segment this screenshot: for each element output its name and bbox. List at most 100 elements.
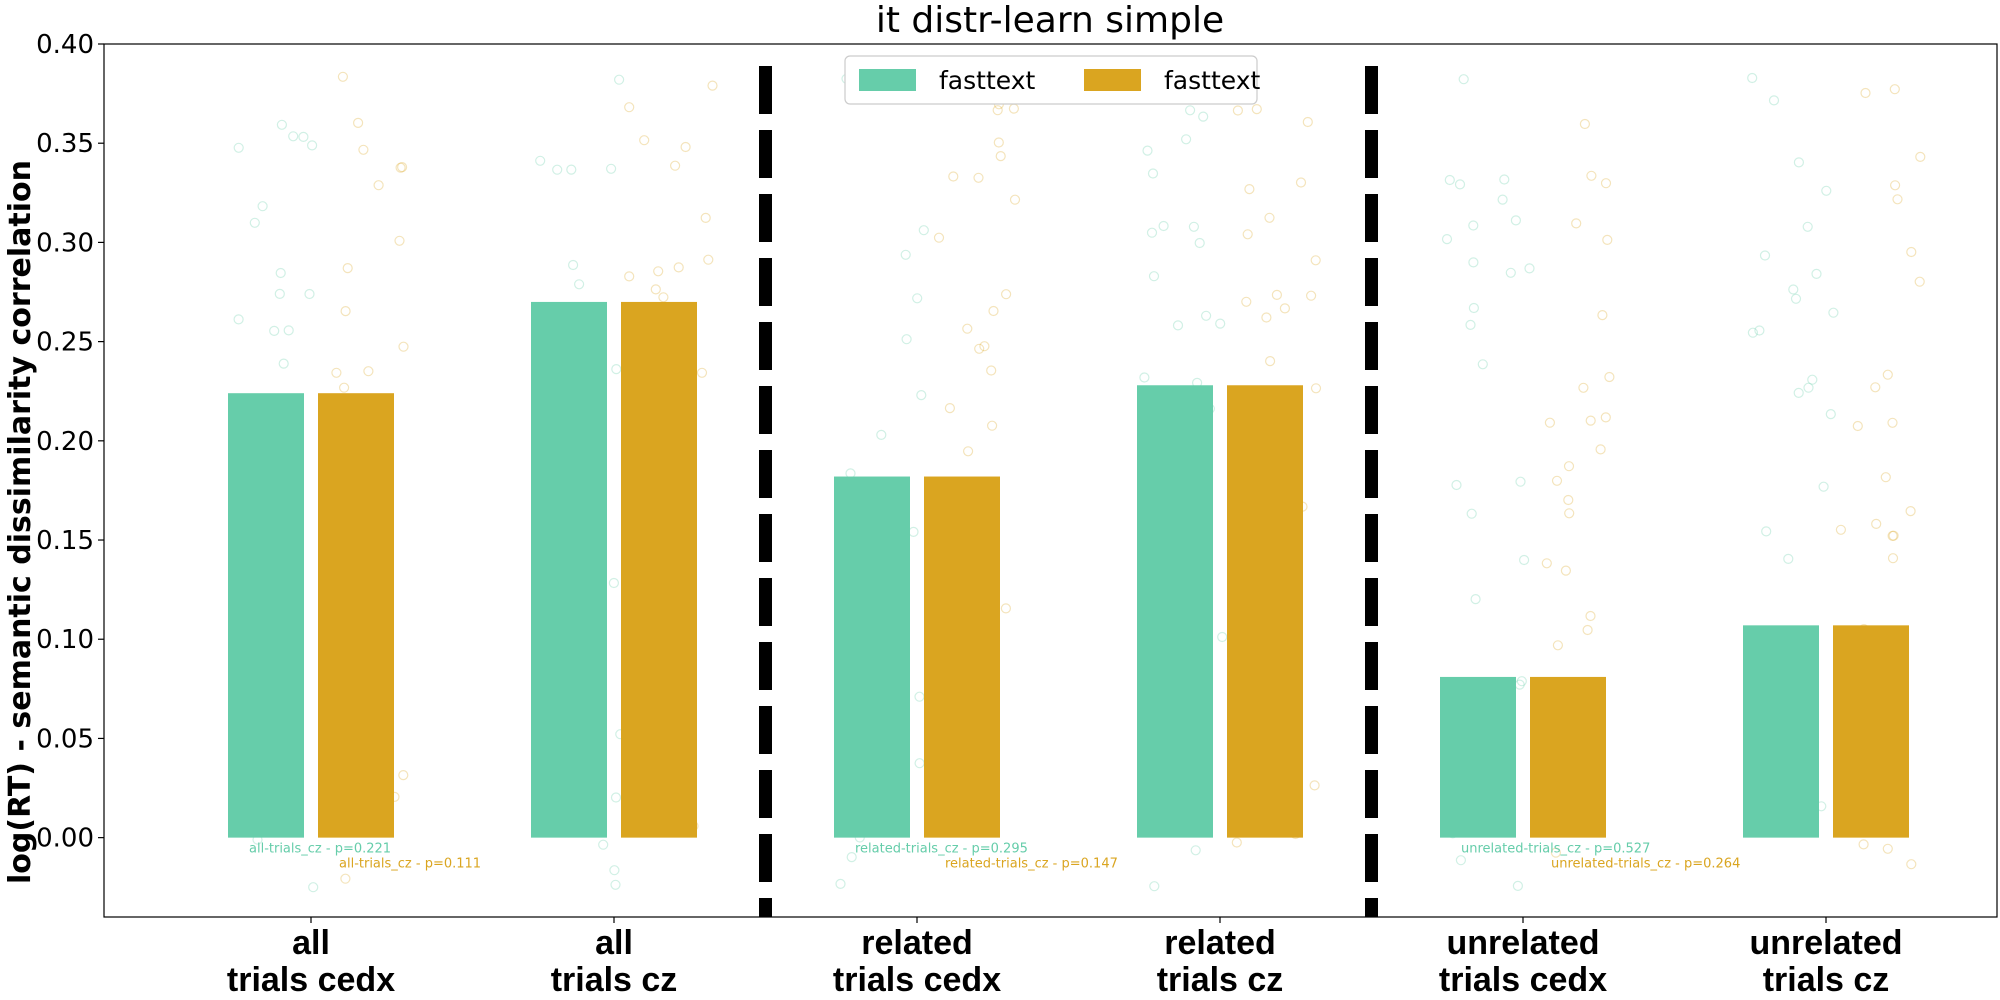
jitter-point xyxy=(962,446,974,457)
jitter-point xyxy=(1139,372,1150,383)
jitter-point xyxy=(916,390,927,401)
jitter-point xyxy=(1190,845,1201,856)
x-tick-label: trials cedx xyxy=(833,961,1001,999)
jitter-point xyxy=(673,262,684,273)
jitter-point xyxy=(1602,234,1613,245)
jitter-point xyxy=(1807,374,1818,385)
jitter-point xyxy=(605,163,617,174)
jitter-point xyxy=(304,288,315,300)
jitter-point xyxy=(1564,508,1575,519)
bar-green-1 xyxy=(531,301,607,838)
jitter-point xyxy=(233,314,244,325)
jitter-point xyxy=(307,140,318,151)
jitter-point xyxy=(1271,289,1283,300)
jitter-point xyxy=(986,420,998,431)
jitter-point xyxy=(846,851,857,863)
jitter-point xyxy=(1793,387,1804,398)
jitter-point xyxy=(1761,526,1772,537)
jitter-point xyxy=(1264,356,1276,367)
jitter-point xyxy=(1241,296,1252,307)
jitter-point xyxy=(1880,472,1891,483)
jitter-point xyxy=(1600,178,1612,189)
jitter-point xyxy=(639,135,650,146)
jitter-point xyxy=(1887,417,1898,428)
legend-box xyxy=(844,55,1258,105)
jitter-point xyxy=(1860,87,1871,99)
jitter-point xyxy=(1887,530,1898,542)
jitter-point xyxy=(1586,170,1597,181)
jitter-point xyxy=(948,171,959,182)
jitter-point xyxy=(1768,95,1780,106)
jitter-point xyxy=(1451,479,1462,491)
jitter-point xyxy=(1544,417,1556,428)
jitter-point xyxy=(1870,382,1881,393)
jitter-point xyxy=(1008,103,1020,114)
y-tick-label: 0.30 xyxy=(36,228,94,258)
jitter-point xyxy=(835,878,846,890)
jitter-point xyxy=(944,403,956,414)
jitter-point xyxy=(1747,72,1758,84)
jitter-point xyxy=(1279,303,1291,314)
jitter-point xyxy=(1158,220,1169,232)
jitter-point xyxy=(1905,506,1916,517)
jitter-point xyxy=(1242,229,1253,240)
jitter-point xyxy=(973,172,984,183)
jitter-point xyxy=(608,577,620,589)
bar-gold-1 xyxy=(621,301,697,838)
jitter-point xyxy=(1184,105,1196,116)
plot-frame xyxy=(103,43,1998,918)
bar-gold-5 xyxy=(1833,625,1909,838)
jitter-point xyxy=(876,429,887,440)
jitter-point xyxy=(274,288,285,299)
jitter-point xyxy=(1194,237,1205,249)
jitter-point xyxy=(624,102,635,113)
y-tick-label: 0.25 xyxy=(36,328,94,358)
jitter-point xyxy=(1000,603,1012,614)
jitter-point xyxy=(1915,151,1926,162)
x-tick-label: trials cz xyxy=(551,961,678,999)
jitter-point xyxy=(914,691,925,702)
jitter-point xyxy=(398,341,409,352)
bar-green-2 xyxy=(834,476,910,838)
jitter-point xyxy=(275,267,286,279)
jitter-point xyxy=(598,839,609,850)
jitter-point xyxy=(1560,565,1572,576)
jitter-point xyxy=(342,263,353,274)
y-tick-label: 0.35 xyxy=(36,129,94,159)
jitter-point xyxy=(1468,220,1479,231)
jitter-point xyxy=(1579,118,1591,130)
bar-gold-4 xyxy=(1530,676,1606,838)
x-tick-label: trials cedx xyxy=(1439,961,1607,999)
jitter-point xyxy=(1585,610,1596,622)
jitter-point xyxy=(1261,312,1272,323)
y-tick-label: 0.15 xyxy=(36,526,94,556)
jitter-point xyxy=(1818,481,1829,492)
jitter-point xyxy=(1309,780,1320,791)
jitter-point xyxy=(1310,383,1322,394)
jitter-point xyxy=(1305,290,1317,301)
jitter-point xyxy=(1788,284,1799,295)
jitter-point xyxy=(1512,880,1524,892)
jitter-point xyxy=(1563,461,1575,472)
jitter-point xyxy=(1465,319,1476,330)
jitter-point xyxy=(1505,267,1516,278)
jitter-point xyxy=(1198,111,1209,122)
jitter-point xyxy=(1858,839,1869,850)
jitter-point xyxy=(1604,371,1615,383)
y-axis: 0.00 0.05 0.10 0.15 0.20 0.25 0.30 0.35 0.40 xyxy=(36,30,104,854)
x-tick-label: all xyxy=(292,924,330,962)
x-tick-label: related xyxy=(861,924,973,962)
jitter-point xyxy=(552,164,563,175)
bar-gold-3 xyxy=(1227,385,1303,838)
jitter-point xyxy=(1600,412,1611,423)
jitter-point xyxy=(1887,553,1899,564)
jitter-point xyxy=(1882,843,1893,854)
jitter-point xyxy=(609,865,620,876)
x-tick-label: all xyxy=(595,924,633,962)
jitter-point xyxy=(1852,420,1863,432)
jitter-point xyxy=(1793,157,1805,168)
legend-label: fasttext xyxy=(939,66,1035,95)
jitter-point xyxy=(707,80,718,91)
jitter-point xyxy=(986,365,997,376)
jitter-point xyxy=(1244,184,1255,195)
